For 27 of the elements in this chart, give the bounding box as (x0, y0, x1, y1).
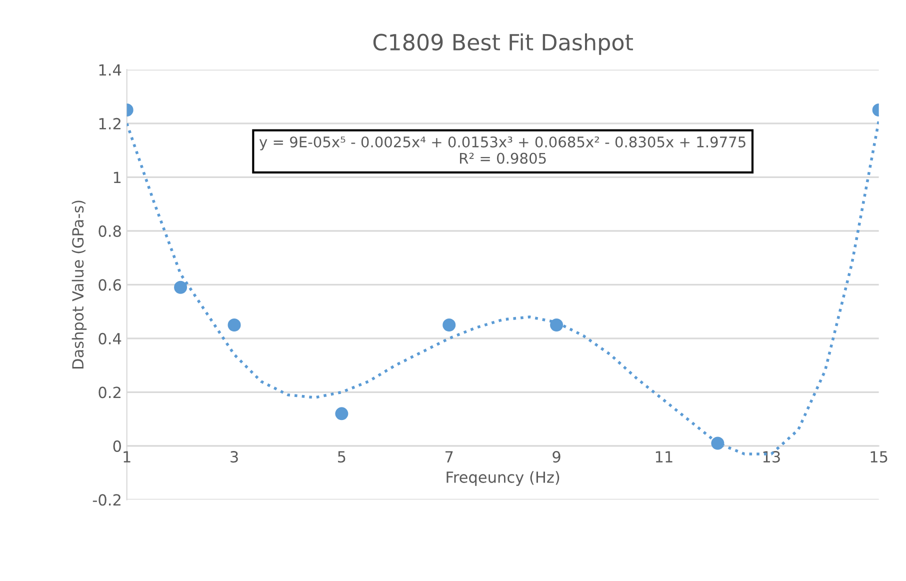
x-tick-label: 3 (230, 451, 238, 463)
chart-title: C1809 Best Fit Dashpot (373, 33, 633, 55)
x-axis-title: Freqeuncy (Hz) (446, 471, 560, 486)
y-tick-label: 0.6 (98, 279, 122, 291)
y-tick-label: 0.4 (98, 332, 122, 344)
point (228, 318, 241, 332)
x-tick-label: 9 (552, 451, 560, 463)
y-tick-label: -0.2 (92, 494, 120, 506)
annotation: y = 9E-05x⁵ - 0.0025x⁴ + 0.0153x³ + 0.0685x² - 0.8305x + 1.9775 R² = 0.9805 (259, 136, 746, 164)
y-tick-label: 1.2 (99, 118, 120, 130)
x-tick-label: 7 (446, 451, 453, 462)
point (550, 318, 564, 332)
point (174, 280, 188, 294)
point (442, 318, 456, 332)
y-tick-label: 0.8 (98, 225, 121, 237)
y-tick-label: 0 (113, 440, 121, 452)
y-tick-label: 1.4 (99, 64, 122, 76)
x-tick-label: 15 (870, 451, 888, 463)
x-tick-label: 11 (656, 451, 672, 462)
y-tick-label: 1 (114, 172, 121, 184)
point (335, 407, 348, 420)
x-tick-label: 13 (763, 451, 780, 463)
y-tick-label: 0.2 (98, 386, 120, 398)
y-axis-title: Dashpot Value (GPa-s) (72, 200, 87, 368)
x-tick-label: 1 (124, 451, 130, 462)
point (711, 436, 724, 450)
x-tick-label: 5 (338, 451, 346, 463)
